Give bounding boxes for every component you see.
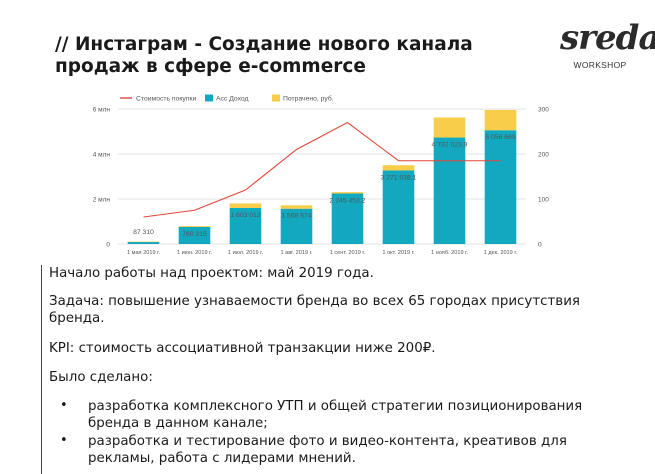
y-right-tick-label: 100 (538, 197, 549, 204)
bullet-marker: • (60, 433, 68, 448)
bar-data-label: 4 732 023,9 (432, 142, 468, 149)
bullet-item-2-line2: рекламы, работа с лидерами мнений. (88, 451, 356, 466)
y-right-tick-label: 200 (538, 152, 549, 159)
legend-label: Асс Доход (216, 96, 249, 103)
bar-data-label: 3 271 038,1 (381, 174, 417, 181)
x-tick-label: 1 нояб. 2019 г. (431, 250, 469, 256)
bar-data-label: 5 056 669 (485, 134, 515, 141)
bar-acc-income (280, 208, 313, 244)
x-tick-label: 1 окт. 2019 г. (382, 250, 415, 256)
y-left-tick-label: 0 (106, 242, 110, 249)
legend-label: Потрачено, руб. (283, 95, 334, 103)
bar-acc-income (331, 193, 364, 244)
x-tick-label: 1 сент. 2019 г. (330, 250, 366, 256)
y-right-tick-label: 300 (538, 107, 549, 114)
bullet-item-1-line2: бренда в данном канале; (88, 416, 268, 431)
task-text-line2: бренда. (49, 311, 105, 326)
bar-data-label: 87 310 (133, 229, 154, 236)
start-date-text: Начало работы над проектом: май 2019 год… (49, 266, 374, 281)
bar-spent (382, 165, 415, 171)
bar-acc-income (178, 226, 211, 244)
bar-data-label: 1 603 012 (230, 212, 260, 219)
logo-subtitle: WORKSHOP (573, 60, 627, 70)
x-tick-label: 1 июл. 2019 г. (228, 250, 264, 256)
bullet-item-2-line1: разработка и тестирование фото и видео-к… (88, 434, 567, 449)
bar-spent (433, 117, 466, 138)
bar-data-label: 760 315 (182, 231, 207, 238)
bar-acc-income (127, 242, 160, 244)
kpi-text: KPI: стоимость ассоциативной транзакции … (49, 341, 436, 356)
slide-title: // Инстаграм - Создание нового канала пр… (55, 34, 473, 77)
line-purchase-cost (143, 121, 501, 218)
y-left-tick-label: 4 млн (93, 152, 111, 159)
bar-acc-income (229, 207, 262, 244)
x-tick-label: 1 мая 2019 г. (127, 250, 161, 256)
done-heading: Было сделано: (49, 370, 153, 385)
legend-swatch-box (272, 94, 280, 102)
logo-wordmark: sreda (560, 18, 655, 58)
bullet-item-1-line1: разработка комплексного УТП и общей стра… (88, 399, 583, 414)
bar-spent (280, 205, 313, 209)
bar-spent (178, 225, 211, 227)
revenue-chart: 0 2 млн 4 млн 6 млн 0 100 200 300 87 310 1 мая 20… (93, 94, 549, 256)
text-block: Начало работы над проектом: май 2019 год… (41, 265, 642, 474)
bar-spent (229, 203, 262, 208)
bar-acc-income (433, 137, 466, 244)
x-tick-label: 1 дек. 2019 г. (484, 250, 518, 256)
bar-spent (484, 109, 517, 131)
task-text-line1: Задача: повышение узнаваемости бренда во… (49, 294, 580, 309)
bar-data-label: 1 568 674 (281, 213, 311, 220)
bar-data-label: 2 245 453,2 (330, 197, 366, 204)
y-right-tick-label: 0 (538, 242, 542, 249)
x-tick-label: 1 июн. 2019 г. (177, 250, 213, 256)
sreda-workshop-logo: sreda WORKSHOP (560, 18, 655, 78)
bar-acc-income (484, 130, 517, 244)
bar-acc-income (382, 170, 415, 244)
x-tick-label: 1 авг. 2019 г. (280, 250, 313, 256)
y-left-tick-label: 2 млн (93, 197, 111, 204)
legend-label: Стоимость покупки (136, 96, 196, 103)
legend-swatch-box (205, 94, 213, 102)
bar-spent (331, 192, 364, 194)
y-left-tick-label: 6 млн (93, 107, 111, 114)
bullet-marker: • (60, 398, 68, 413)
